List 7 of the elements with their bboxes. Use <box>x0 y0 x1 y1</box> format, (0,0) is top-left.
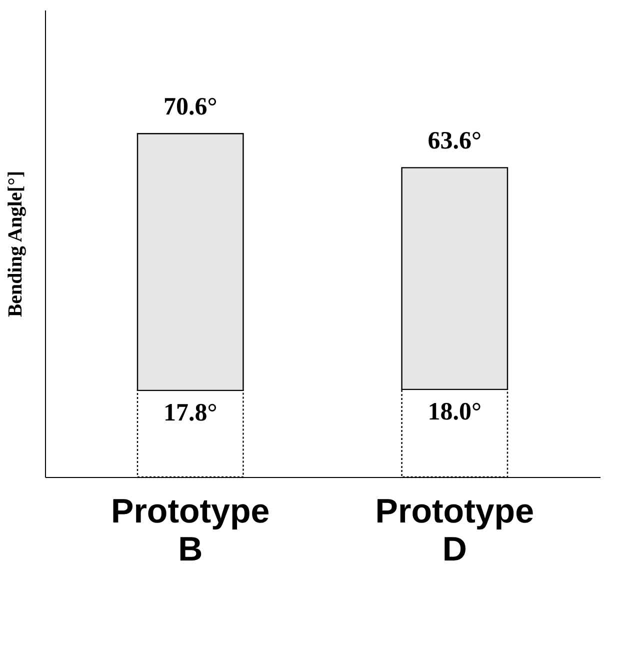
y-axis-title: Bending Angle[°] <box>4 170 26 318</box>
x-tick-label: Prototype B <box>111 492 270 568</box>
data-label: 17.8° <box>163 399 218 426</box>
data-label: 18.0° <box>428 398 482 426</box>
annotation: 63.6° <box>428 128 482 155</box>
x-tick-label: Prototype D <box>375 492 534 568</box>
annotation: 70.6° <box>163 94 218 121</box>
